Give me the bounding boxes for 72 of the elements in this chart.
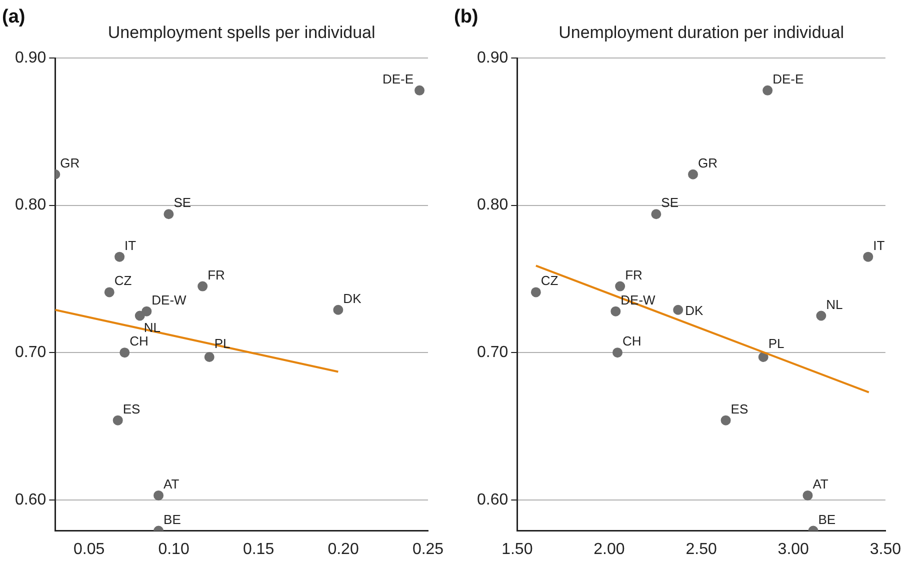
- annotation: FR: [625, 267, 642, 282]
- point: [112, 415, 123, 426]
- annotation: GR: [698, 155, 718, 170]
- text: (b): [454, 6, 478, 28]
- x-tick-label: 3.50: [870, 540, 902, 558]
- y-tick-label: 0.70: [477, 344, 508, 361]
- annotation: AT: [812, 476, 828, 492]
- point: [154, 490, 164, 500]
- annotation: CH: [622, 334, 642, 349]
- annotation: DK: [685, 302, 704, 318]
- annotation: GR: [60, 155, 80, 170]
- annotation: AT: [164, 476, 180, 492]
- x-tick-label: 3.00: [778, 540, 810, 558]
- x-tick-label: 0.10: [158, 540, 190, 558]
- y-tick-label: 0.90: [15, 49, 46, 66]
- point: [615, 281, 626, 292]
- x-tick-label: 0.05: [73, 540, 105, 558]
- annotation: SE: [661, 195, 679, 210]
- x-tick-label: 2.00: [594, 540, 625, 558]
- annotation: SE: [174, 195, 192, 210]
- point: [612, 348, 622, 358]
- point: [610, 306, 621, 316]
- point: [164, 209, 174, 220]
- x-tick-label: 1.50: [502, 540, 533, 558]
- point: [333, 304, 344, 315]
- point: [414, 85, 425, 96]
- y-tick-label: 0.80: [477, 196, 508, 214]
- chart-title: Unemployment duration per individual: [558, 23, 844, 42]
- x-tick-label: 0.15: [242, 540, 274, 558]
- point: [720, 415, 731, 426]
- point: [104, 287, 114, 298]
- x-tick-label: 2.50: [686, 540, 717, 558]
- point: [114, 252, 125, 262]
- point: [863, 252, 874, 262]
- annotation: PL: [768, 336, 784, 351]
- y-tick-label: 0.90: [477, 49, 508, 66]
- text: (a): [2, 6, 26, 28]
- annotation: BE: [818, 512, 836, 527]
- annotation: DE-E: [772, 71, 804, 86]
- y-tick-label: 0.60: [477, 491, 508, 508]
- annotation: BE: [164, 512, 182, 527]
- point: [688, 169, 698, 180]
- annotation: ES: [122, 401, 141, 416]
- point: [762, 85, 773, 96]
- chart-title: Unemployment spells per individual: [108, 23, 376, 42]
- y-tick-label: 0.80: [15, 196, 46, 214]
- y-tick-label: 0.70: [15, 344, 46, 361]
- point: [816, 310, 826, 321]
- x-tick-label: 0.20: [328, 540, 359, 558]
- point: [530, 287, 541, 298]
- annotation: DE-W: [152, 292, 188, 308]
- point: [204, 352, 214, 362]
- annotation: CZ: [540, 273, 558, 288]
- point: [134, 310, 145, 321]
- x-tick-label: 0.25: [412, 540, 444, 558]
- annotation: CH: [130, 334, 148, 349]
- annotation: IT: [873, 238, 885, 253]
- annotation: DE-E: [382, 71, 414, 86]
- annotation: NL: [826, 296, 843, 312]
- point: [198, 281, 208, 292]
- point: [758, 352, 768, 362]
- annotation: ES: [730, 401, 748, 416]
- y-tick-label: 0.60: [15, 491, 46, 508]
- annotation: FR: [208, 267, 225, 282]
- annotation: CZ: [114, 273, 132, 288]
- point: [651, 209, 662, 220]
- point: [142, 306, 152, 316]
- point: [120, 348, 130, 358]
- point: [802, 490, 813, 500]
- annotation: DK: [343, 290, 362, 306]
- annotation: IT: [124, 238, 136, 253]
- point: [673, 304, 684, 315]
